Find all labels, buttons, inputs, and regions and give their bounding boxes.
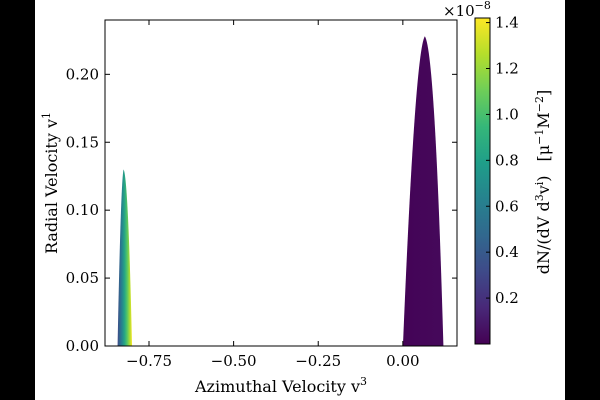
colorbar-tick-label: 0.6 [495, 197, 519, 215]
colorbar-ticks: 0.2 0.4 0.6 0.8 1.0 1.2 1.4 [486, 14, 519, 307]
colorbar-tick-label: 1.0 [495, 105, 519, 123]
colorbar-tick-label: 0.8 [495, 151, 519, 169]
y-axis-ticks: 0.00 0.05 0.10 0.15 0.20 [66, 65, 457, 355]
x-tick-label: 0.00 [386, 352, 419, 370]
colorbar-label: dN/(dV d3vi)[μ−1M−2] [533, 90, 553, 275]
density-region-1 [117, 169, 133, 346]
y-tick-label: 0.05 [66, 269, 99, 287]
colorbar-tick-label: 0.2 [495, 289, 519, 307]
y-tick-label: 0.20 [66, 65, 99, 83]
y-tick-label: 0.10 [66, 201, 99, 219]
y-axis-label: Radial Velocity v1 [40, 112, 61, 254]
density-regions [117, 36, 444, 346]
colorbar-tick-label: 0.4 [495, 243, 519, 261]
colorbar-tick-label: 1.2 [495, 60, 519, 78]
plot-frame [104, 19, 458, 347]
colorbar [474, 17, 491, 345]
x-axis-ticks: −0.75 −0.50 −0.25 0.00 [126, 20, 420, 370]
density-region-2 [402, 36, 444, 346]
x-tick-label: −0.50 [211, 352, 257, 370]
colorbar-tick-label: 1.4 [495, 14, 519, 32]
colorbar-multiplier: ×10−8 [443, 0, 491, 20]
y-tick-label: 0.15 [66, 133, 99, 151]
y-tick-label: 0.00 [66, 337, 99, 355]
x-tick-label: −0.25 [295, 352, 341, 370]
x-tick-label: −0.75 [126, 352, 172, 370]
x-axis-label: Azimuthal Velocity v3 [194, 375, 367, 396]
chart: −0.75 −0.50 −0.25 0.00 0.000.050.100.150.20… [40, 0, 553, 396]
figure: −0.75 −0.50 −0.25 0.00 0.00 0.05 0.10 0.15 0.20… [35, 0, 565, 400]
